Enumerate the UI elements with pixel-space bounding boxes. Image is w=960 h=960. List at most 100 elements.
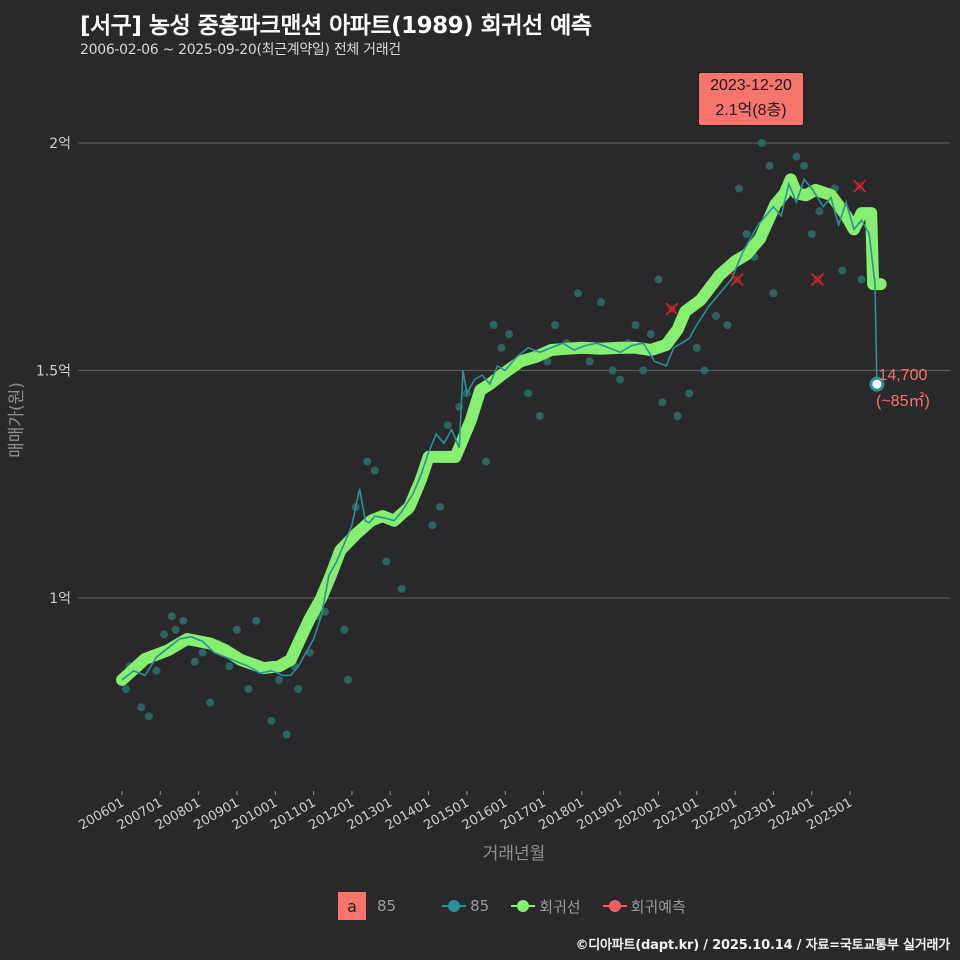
- trade-point: [344, 675, 353, 684]
- trade-point: [800, 161, 809, 170]
- legend-line-icon: [442, 900, 467, 912]
- trade-point: [121, 685, 130, 693]
- trade-point: [190, 657, 199, 666]
- chart-title: [서구] 농성 중흥파크맨션 아파트(1989) 회귀선 예측: [80, 13, 592, 39]
- legend-area-label: 85: [377, 897, 397, 915]
- legend-item-regression: 회귀선: [511, 896, 594, 917]
- trade-point: [711, 311, 720, 320]
- trade-point: [267, 716, 276, 725]
- regression-curve: [116, 173, 887, 686]
- trade-point: [232, 625, 241, 634]
- actual-price-curve: [121, 177, 878, 681]
- trade-point: [734, 184, 743, 193]
- trade-point: [574, 289, 583, 298]
- y-axis: 1억 1.5억 2억: [36, 136, 71, 607]
- trade-point: [616, 375, 625, 384]
- chart-subtitle: 2006-02-06 ~ 2025-09-20(최근계약일) 전체 거래건: [80, 42, 401, 58]
- trade-point: [700, 366, 709, 375]
- trade-point: [198, 648, 207, 657]
- legend-label: 회귀예측: [630, 897, 686, 916]
- y-tick-label: 1억: [49, 591, 71, 607]
- legend-item-prediction: 회귀예측: [602, 896, 700, 917]
- prediction-x-icon: [665, 302, 679, 316]
- trade-point: [631, 321, 640, 329]
- trade-point: [646, 330, 655, 339]
- trade-point: [742, 230, 751, 238]
- trade-point: [857, 275, 866, 284]
- x-axis-title: 거래년월: [483, 844, 546, 864]
- trade-point: [765, 161, 774, 170]
- trade-point: [685, 389, 694, 398]
- latest-area: (~85㎡): [876, 393, 930, 410]
- trade-point: [382, 557, 391, 566]
- prediction-markers: [665, 179, 867, 316]
- trade-point: [171, 625, 180, 634]
- trade-point: [252, 616, 261, 625]
- trade-point: [340, 625, 349, 634]
- callout-value: 2.1억(8층): [715, 102, 787, 119]
- legend-dot-icon: [517, 900, 530, 912]
- regression-line: [116, 173, 887, 686]
- legend-area-badge: a: [338, 892, 366, 920]
- trade-point: [152, 666, 161, 675]
- trade-point: [397, 584, 406, 593]
- legend: a 85 85 회귀선 회귀예측: [338, 892, 708, 920]
- trade-point: [179, 616, 188, 625]
- x-axis: 2006012007012008012009012010012011012012…: [77, 791, 855, 833]
- max-price-callout: 2023-12-20 2.1억(8층): [698, 72, 804, 126]
- y-tick-label: 2억: [49, 136, 71, 152]
- trade-point: [144, 712, 153, 721]
- legend-label: 회귀선: [539, 897, 581, 916]
- trade-point: [137, 703, 146, 712]
- trade-point: [225, 662, 234, 671]
- trade-point: [497, 343, 506, 352]
- trade-point: [815, 207, 824, 216]
- trade-point: [639, 366, 648, 375]
- trade-point: [244, 685, 253, 693]
- trade-point: [443, 421, 452, 430]
- trade-point: [838, 266, 847, 275]
- trade-point: [608, 366, 617, 375]
- legend-item-85: 85: [442, 897, 503, 915]
- trade-point: [206, 698, 215, 707]
- trade-point: [792, 152, 801, 161]
- callout-date: 2023-12-20: [710, 77, 792, 94]
- latest-point-marker: [869, 376, 885, 392]
- trade-point: [282, 730, 291, 739]
- prediction-x-icon: [730, 272, 744, 287]
- trade-point: [543, 357, 552, 366]
- latest-price: 14,700: [878, 367, 928, 384]
- trade-point: [489, 321, 498, 329]
- trade-point: [428, 521, 437, 530]
- trade-point: [597, 298, 605, 307]
- trade-point: [585, 357, 594, 366]
- legend-dot-icon: [448, 900, 461, 912]
- trade-point: [654, 275, 663, 284]
- trade-point: [723, 321, 732, 329]
- source-footer: ©디아파트(dapt.kr) / 2025.10.14 / 자료=국토교통부 실…: [575, 938, 950, 953]
- legend-line-icon: [511, 900, 536, 912]
- y-tick-label: 1.5억: [36, 364, 71, 380]
- trade-point: [482, 457, 491, 466]
- actual-price-line: [121, 177, 885, 681]
- trade-point: [294, 685, 303, 693]
- scatter-points: [121, 102, 866, 739]
- prediction-x-icon: [810, 272, 825, 287]
- latest-price-label: 14,700 (~85㎡): [876, 363, 930, 415]
- trade-point: [757, 139, 766, 147]
- trade-point: [535, 412, 544, 420]
- trade-point: [436, 503, 445, 511]
- trade-point: [769, 289, 778, 298]
- trade-point: [692, 343, 701, 352]
- trade-point: [160, 630, 169, 639]
- trade-point: [658, 398, 667, 407]
- trade-point: [524, 389, 533, 398]
- trade-point: [363, 457, 372, 466]
- trade-point: [807, 230, 816, 238]
- trade-point: [275, 675, 284, 684]
- trade-point: [167, 612, 176, 621]
- trade-point: [370, 466, 379, 475]
- trade-point: [551, 321, 560, 329]
- y-axis-title: 매매가(원): [7, 382, 27, 458]
